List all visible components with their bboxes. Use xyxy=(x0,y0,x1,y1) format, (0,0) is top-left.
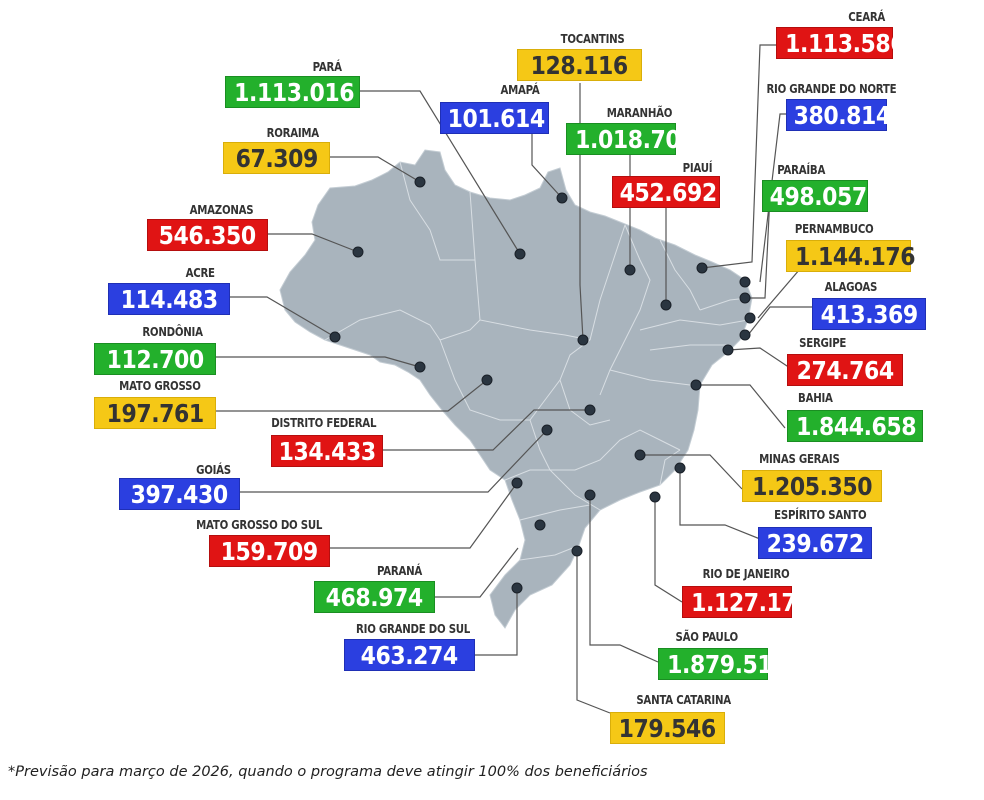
state-name: SERGIPE xyxy=(799,336,847,350)
state-value: 112.700 xyxy=(94,343,216,375)
state-value: 498.057 xyxy=(762,180,868,212)
state-value: 397.430 xyxy=(119,478,240,510)
state-value: 159.709 xyxy=(209,535,330,567)
state-name: RIO GRANDE DO NORTE xyxy=(766,82,897,96)
state-value: 1.127.175 xyxy=(682,586,812,618)
state-name: RIO DE JANEIRO xyxy=(702,567,790,581)
state-name: MINAS GERAIS xyxy=(759,452,840,466)
state-name: MATO GROSSO xyxy=(119,379,201,393)
state-value: 413.369 xyxy=(812,298,926,330)
state-value: 1.205.350 xyxy=(742,470,882,502)
state-value: 1.879.510 xyxy=(658,648,788,680)
state-value: 239.672 xyxy=(758,527,872,559)
state-name: MARANHÃO xyxy=(606,106,673,120)
state-value: 67.309 xyxy=(223,142,330,174)
state-name: RIO GRANDE DO SUL xyxy=(356,622,471,636)
state-name: AMAZONAS xyxy=(189,203,254,217)
state-name: RORAIMA xyxy=(266,126,320,140)
state-name: SANTA CATARINA xyxy=(636,693,731,707)
state-name: PARAÍBA xyxy=(777,163,826,177)
state-value: 114.483 xyxy=(108,283,230,315)
state-name: AMAPÁ xyxy=(500,83,540,97)
state-value: 274.764 xyxy=(787,354,903,386)
state-value: 1.018.706 xyxy=(566,123,696,155)
footnote: *Previsão para março de 2026, quando o p… xyxy=(8,764,648,780)
state-value: 452.692 xyxy=(612,176,720,208)
state-name: PARANÁ xyxy=(376,564,423,578)
state-name: ESPÍRITO SANTO xyxy=(774,508,867,522)
state-name: TOCANTINS xyxy=(560,32,625,46)
state-value: 1.113.016 xyxy=(225,76,360,108)
state-name: PARÁ xyxy=(312,60,342,74)
state-name: MATO GROSSO DO SUL xyxy=(196,518,323,532)
state-value: 546.350 xyxy=(147,219,268,251)
state-value: 197.761 xyxy=(94,397,216,429)
state-name: RONDÔNIA xyxy=(142,325,203,339)
state-value: 101.614 xyxy=(440,102,549,134)
state-value: 463.274 xyxy=(344,639,475,671)
state-name: CEARÁ xyxy=(848,10,886,24)
state-name: SÃO PAULO xyxy=(675,630,739,644)
state-value: 468.974 xyxy=(314,581,435,613)
state-value: 1.844.658 xyxy=(787,410,923,442)
state-name: DISTRITO FEDERAL xyxy=(271,416,377,430)
state-value: 380.814 xyxy=(786,99,891,131)
state-value: 128.116 xyxy=(517,49,642,81)
state-name: GOIÁS xyxy=(196,463,231,477)
state-value: 134.433 xyxy=(271,435,383,467)
state-name: PIAUÍ xyxy=(682,161,713,175)
state-value: 1.113.586 xyxy=(776,27,906,59)
state-name: BAHIA xyxy=(798,391,833,405)
state-name: PERNAMBUCO xyxy=(794,222,874,236)
state-value: 179.546 xyxy=(610,712,725,744)
state-markers xyxy=(329,176,756,594)
state-name: ACRE xyxy=(185,266,215,280)
state-name: ALAGOAS xyxy=(824,280,878,294)
state-value: 1.144.176 xyxy=(786,240,916,272)
